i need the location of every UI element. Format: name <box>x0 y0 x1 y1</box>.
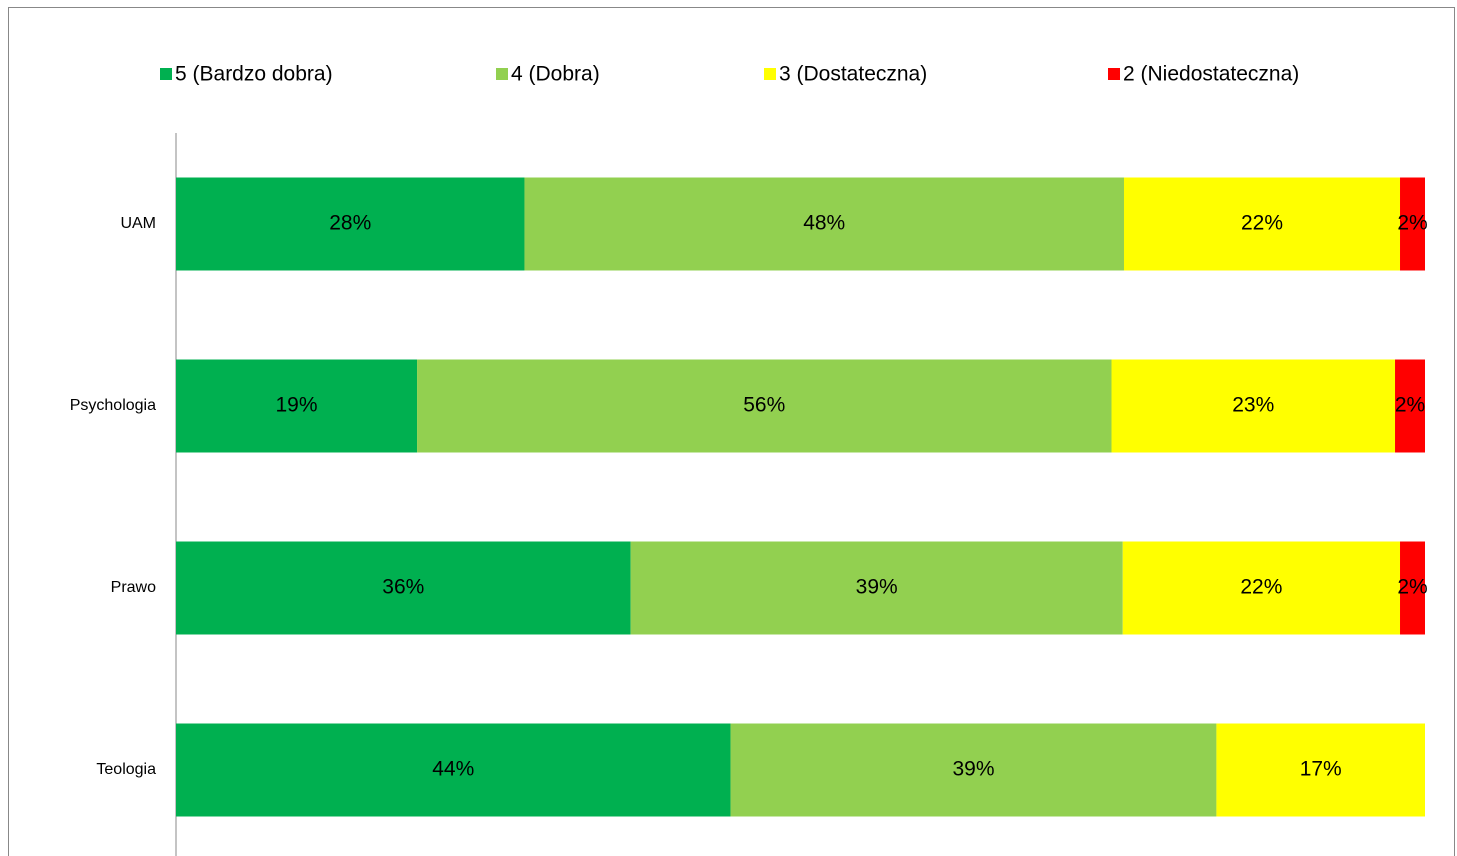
y-tick-label: Prawo <box>111 579 156 596</box>
bar-segment <box>1111 359 1396 453</box>
legend-swatch <box>160 68 172 80</box>
bar-segment <box>730 723 1217 817</box>
bar-segment <box>1123 177 1401 271</box>
legend-swatch <box>1108 68 1120 80</box>
bar-segment <box>417 359 1112 453</box>
data-label: 39% <box>856 576 898 599</box>
y-tick-label: UAM <box>120 215 156 232</box>
data-label: 39% <box>952 758 994 781</box>
data-label: 2% <box>1397 576 1427 599</box>
bar-segment <box>1395 359 1425 453</box>
y-tick-label: Psychologia <box>70 397 156 414</box>
bar-segment <box>1216 723 1425 817</box>
legend-label: 2 (Niedostateczna) <box>1123 63 1299 86</box>
legend-swatch <box>764 68 776 80</box>
bar-segment <box>176 359 418 453</box>
data-label: 23% <box>1232 394 1274 417</box>
bar-segment <box>1122 541 1401 635</box>
data-label: 2% <box>1397 212 1427 235</box>
data-label: 17% <box>1300 758 1342 781</box>
legend-swatch <box>496 68 508 80</box>
y-tick-label: Teologia <box>96 761 156 778</box>
bar-segment <box>1400 541 1425 635</box>
data-label: 56% <box>743 394 785 417</box>
bar-segment <box>630 541 1123 635</box>
bar-segment <box>176 177 525 271</box>
legend-label: 5 (Bardzo dobra) <box>175 63 333 86</box>
bar-segment <box>524 177 1124 271</box>
bar-segment <box>1400 177 1425 271</box>
data-label: 22% <box>1241 212 1283 235</box>
data-label: 48% <box>803 212 845 235</box>
bar-segment <box>176 723 731 817</box>
data-label: 28% <box>329 212 371 235</box>
legend-label: 3 (Dostateczna) <box>779 63 927 86</box>
bar-segment <box>176 541 631 635</box>
data-label: 22% <box>1240 576 1282 599</box>
data-label: 36% <box>382 576 424 599</box>
legend-label: 4 (Dobra) <box>511 63 600 86</box>
data-label: 44% <box>432 758 474 781</box>
data-label: 2% <box>1395 394 1425 417</box>
data-label: 19% <box>276 394 318 417</box>
